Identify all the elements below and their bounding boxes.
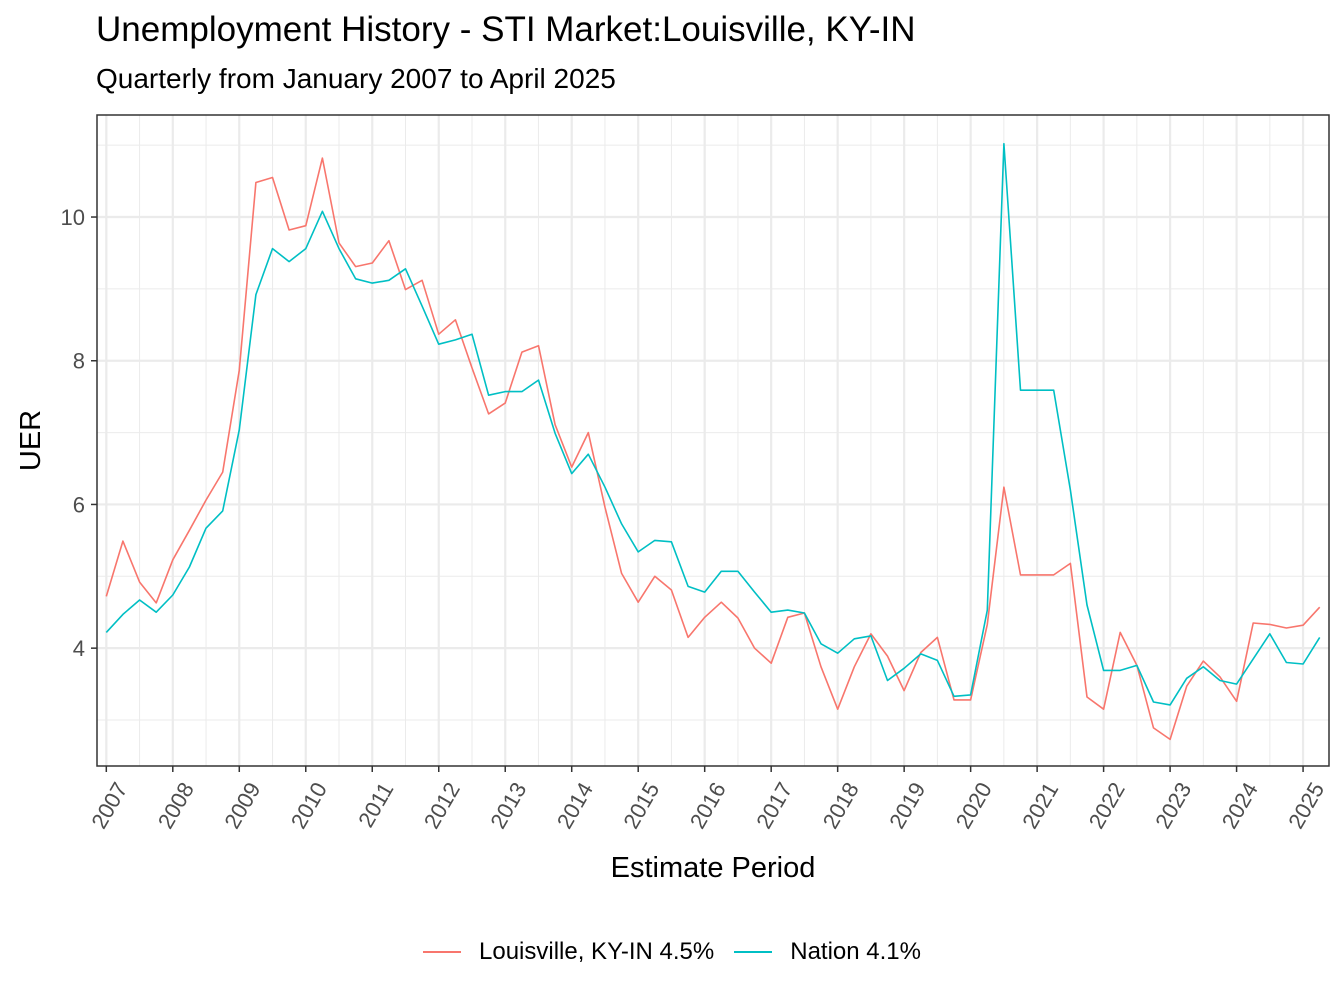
x-tick-label: 2009 [219,778,265,833]
x-tick-label: 2019 [884,778,930,833]
legend-swatch-louisville [423,951,461,953]
x-tick-label: 2007 [86,778,132,833]
legend-label-louisville: Louisville, KY-IN 4.5% [479,938,715,965]
y-axis-label: UER [15,410,47,471]
legend-item-nation: Nation 4.1% [734,938,921,966]
x-tick-label: 2017 [751,778,797,833]
x-tick-label: 2018 [818,778,864,833]
x-tick-label: 2022 [1084,778,1130,833]
x-tick-label: 2012 [419,778,465,833]
y-tick-label: 10 [61,205,85,230]
plot-border [96,114,1330,767]
x-tick-label: 2010 [286,778,332,833]
y-tick-label: 8 [73,349,85,374]
x-tick-label: 2021 [1017,778,1063,833]
legend-item-louisville: Louisville, KY-IN 4.5% [423,938,714,966]
series-line-louisville [105,157,1321,741]
x-tick-label: 2024 [1217,778,1263,833]
y-tick-label: 4 [73,636,85,661]
series-line-nation [105,142,1321,706]
x-tick-label: 2011 [353,778,398,831]
legend: Louisville, KY-IN 4.5% Nation 4.1% [0,938,1344,966]
plot-background [97,115,1329,766]
x-tick-label: 2014 [552,778,598,833]
chart-subtitle: Quarterly from January 2007 to April 202… [96,63,616,94]
legend-swatch-nation [734,951,773,953]
x-tick-label: 2015 [618,778,664,833]
x-tick-label: 2020 [951,778,997,833]
x-tick-label: 2023 [1150,778,1196,833]
chart-title: Unemployment History - STI Market:Louisv… [96,10,916,49]
x-axis-label: Estimate Period [611,852,816,884]
x-tick-label: 2013 [485,778,531,833]
x-tick-label: 2025 [1283,778,1329,833]
y-tick-label: 6 [73,492,85,517]
x-tick-label: 2016 [685,778,731,833]
legend-label-nation: Nation 4.1% [790,938,921,965]
x-tick-label: 2008 [153,778,199,833]
